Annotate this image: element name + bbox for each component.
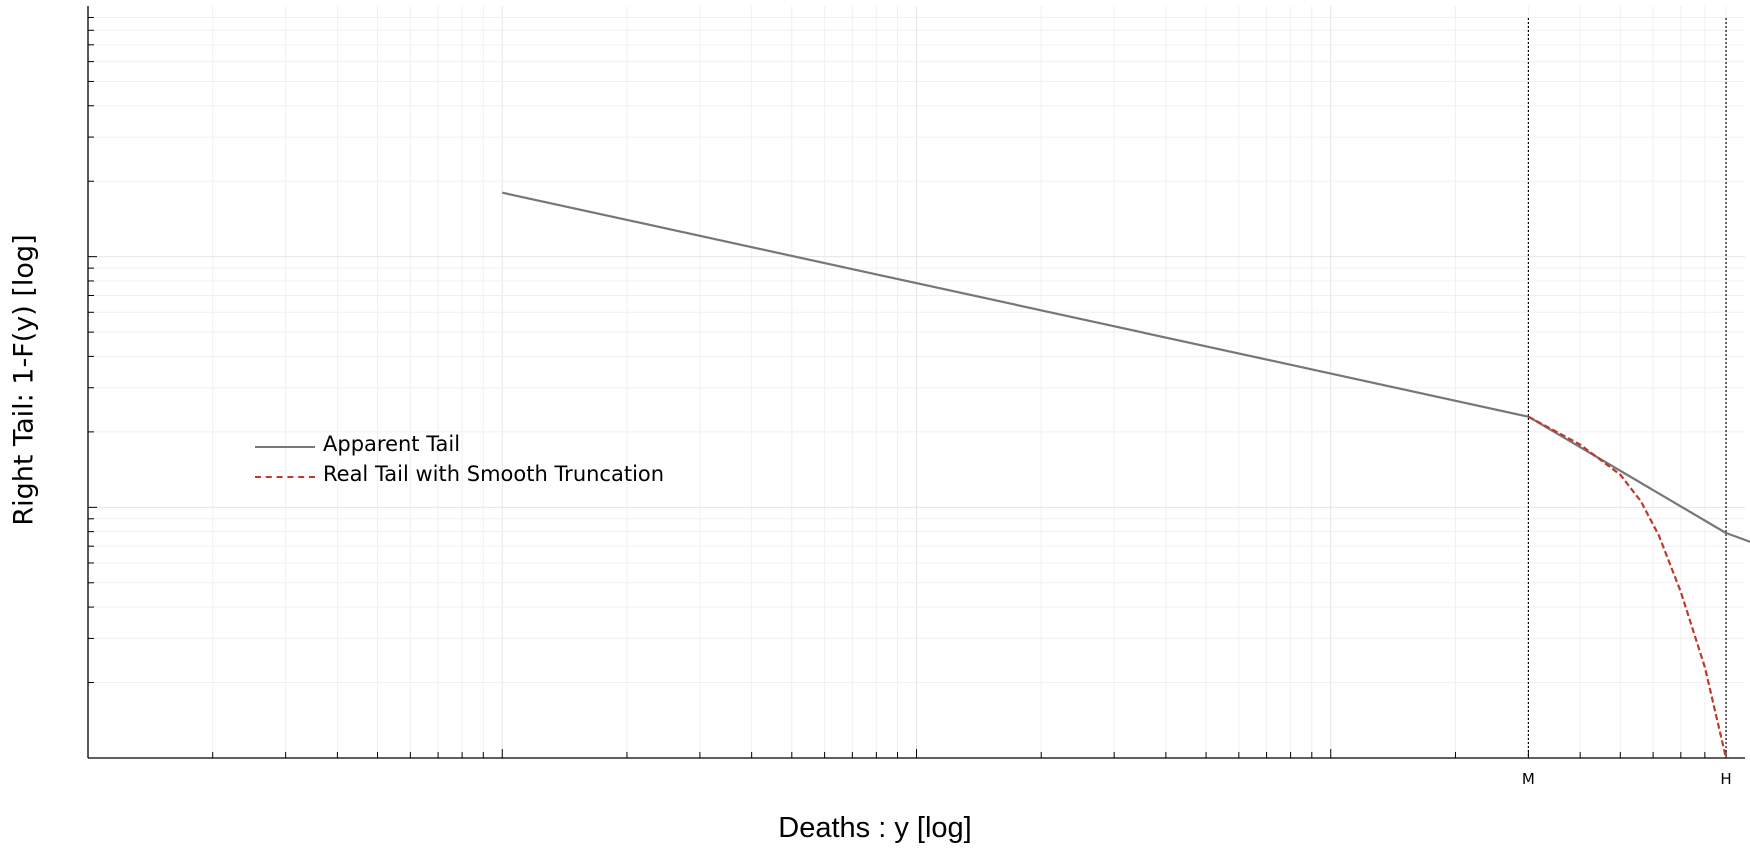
axes xyxy=(87,6,1745,759)
series-line-0 xyxy=(502,191,1750,543)
x-tick-label: H xyxy=(1720,770,1731,788)
legend-label: Apparent Tail xyxy=(323,432,461,456)
vertical-markers xyxy=(1527,18,1727,758)
series-lines xyxy=(502,191,1750,759)
legend-swatch-solid xyxy=(255,446,315,448)
legend-label: Real Tail with Smooth Truncation xyxy=(323,462,665,486)
legend-swatch-dashed xyxy=(255,476,315,478)
y-axis-label: Right Tail: 1-F(y) [log] xyxy=(8,234,40,526)
series-line-1 xyxy=(1527,415,1728,759)
grid-lines xyxy=(87,6,1745,759)
x-tick-label: M xyxy=(1522,770,1535,788)
x-axis-label: Deaths : y [log] xyxy=(778,812,972,844)
